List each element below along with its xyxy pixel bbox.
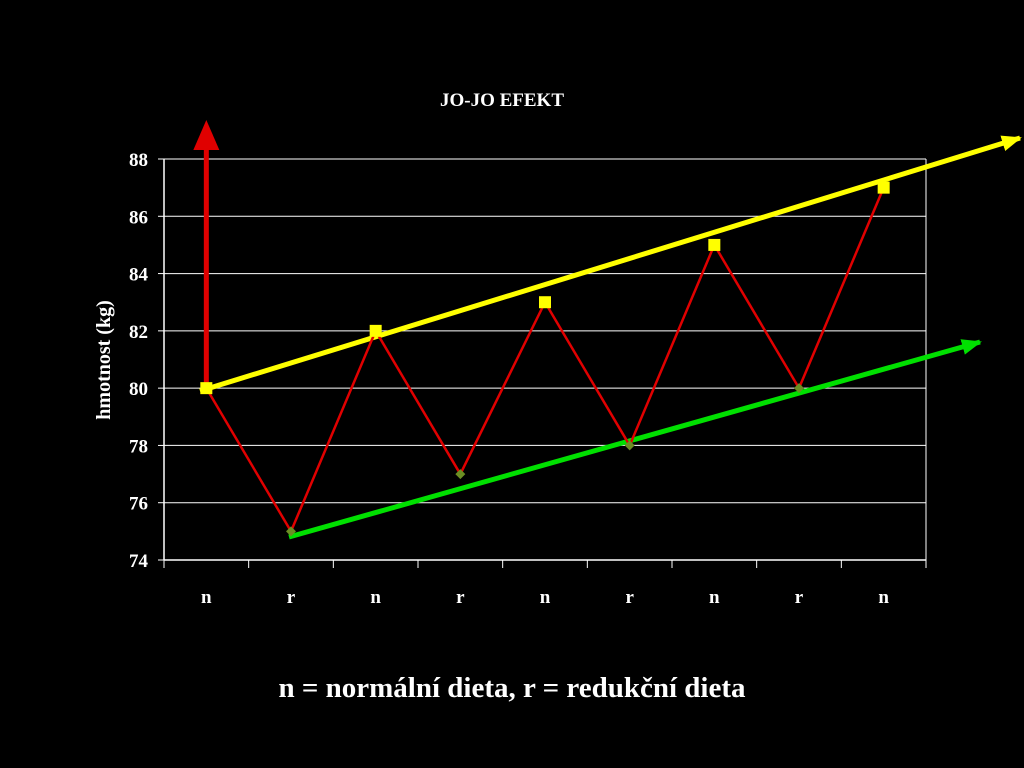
x-tick-label-1: r (287, 587, 296, 608)
data-point-1 (286, 526, 296, 537)
data-point-3 (455, 469, 466, 480)
diet-legend-note: n = normální dieta, r = redukční dieta (278, 672, 746, 704)
x-tick-label-2: n (370, 587, 381, 608)
y-tick-label-76: 76 (129, 494, 148, 515)
y-tick-label-78: 78 (129, 436, 148, 457)
x-tick-label-3: r (456, 587, 465, 608)
data-point-0 (200, 382, 213, 395)
y-tick-label-74: 74 (129, 551, 149, 572)
x-tick-label-5: r (625, 587, 634, 608)
data-point-5 (624, 440, 635, 451)
label-layer: 74 76 78 80 82 84 86 88 n r n r n r n r n (129, 150, 889, 608)
y-tick-label-86: 86 (129, 207, 148, 228)
chart-title: JO-JO EFEKT (440, 90, 564, 111)
y-tick-label-84: 84 (129, 265, 149, 286)
x-tick-label-4: n (540, 587, 551, 608)
data-point-7 (794, 383, 804, 394)
x-tick-label-0: n (201, 587, 212, 608)
marker-layer (200, 181, 890, 537)
axis-layer (158, 158, 927, 568)
x-tick-label-8: n (878, 587, 889, 608)
upper-trend-arrow (199, 135, 1022, 394)
y-tick-label-82: 82 (129, 322, 148, 343)
grid-layer (164, 158, 926, 504)
data-point-8 (877, 181, 890, 194)
x-tick-label-7: r (795, 587, 804, 608)
trend-layer (193, 120, 1022, 540)
data-point-2 (369, 324, 382, 337)
data-point-4 (539, 296, 551, 309)
x-tick-label-6: n (709, 587, 720, 608)
lower-trend-arrow (288, 339, 982, 540)
y-axis-label: hmotnost (kg) (93, 300, 115, 419)
start-arrow-head (193, 120, 220, 150)
data-point-6 (708, 238, 721, 251)
y-tick-label-88: 88 (129, 150, 148, 171)
y-tick-label-80: 80 (129, 379, 148, 400)
